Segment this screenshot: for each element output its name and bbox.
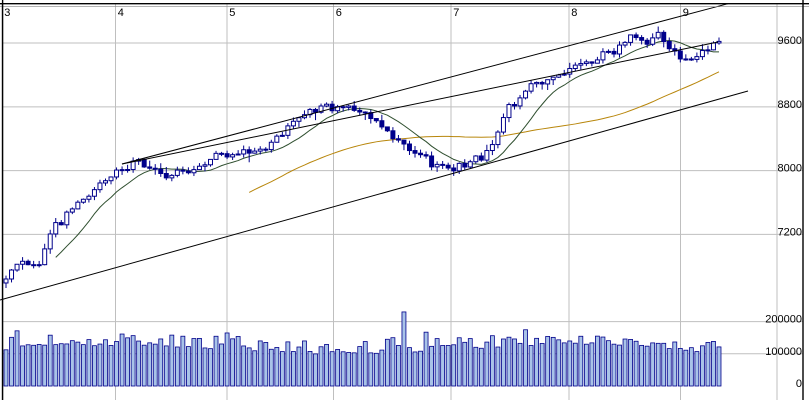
svg-text:8: 8	[571, 7, 577, 19]
svg-text:8000: 8000	[778, 163, 802, 175]
svg-text:5: 5	[229, 7, 235, 19]
svg-text:7200: 7200	[778, 226, 802, 238]
svg-text:3: 3	[4, 7, 10, 19]
svg-text:9: 9	[683, 7, 689, 19]
svg-text:9600: 9600	[778, 35, 802, 47]
svg-text:200000: 200000	[765, 314, 802, 326]
svg-text:4: 4	[118, 7, 124, 19]
svg-text:6: 6	[336, 7, 342, 19]
svg-text:8800: 8800	[778, 99, 802, 111]
svg-text:0: 0	[796, 378, 802, 390]
svg-text:100000: 100000	[765, 346, 802, 358]
svg-text:7: 7	[453, 7, 459, 19]
